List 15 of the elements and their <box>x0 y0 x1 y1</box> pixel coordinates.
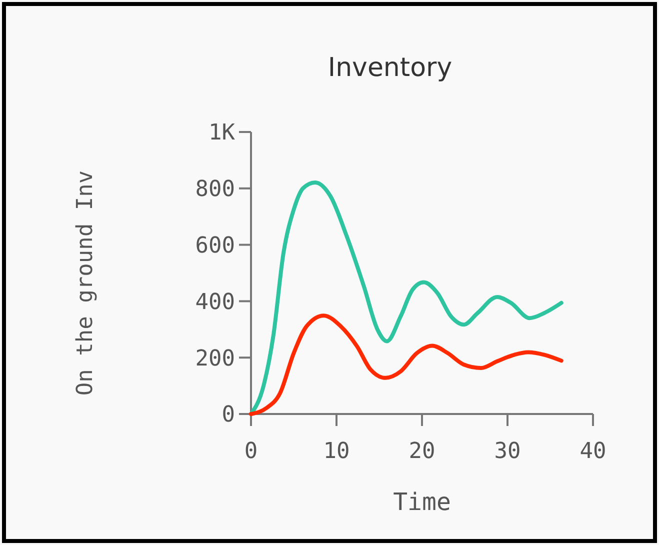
y-tick-label: 600 <box>195 234 235 258</box>
y-tick-label: 0 <box>222 402 235 428</box>
x-tick-label: 30 <box>494 439 521 464</box>
x-tick-label: 10 <box>323 439 350 464</box>
x-tick-label: 40 <box>580 439 606 464</box>
y-tick-label: 400 <box>195 290 235 315</box>
y-tick-label: 1K <box>208 120 236 146</box>
y-tick-label: 200 <box>195 346 235 372</box>
chart-title: Inventory <box>328 53 452 83</box>
y-axis-title: On the ground Inv <box>73 170 98 396</box>
x-tick-label: 0 <box>244 439 258 464</box>
y-tick-label: 800 <box>195 177 235 202</box>
x-tick-label: 20 <box>408 439 436 464</box>
line-series <box>249 314 564 416</box>
x-axis-title: Time <box>393 488 451 516</box>
